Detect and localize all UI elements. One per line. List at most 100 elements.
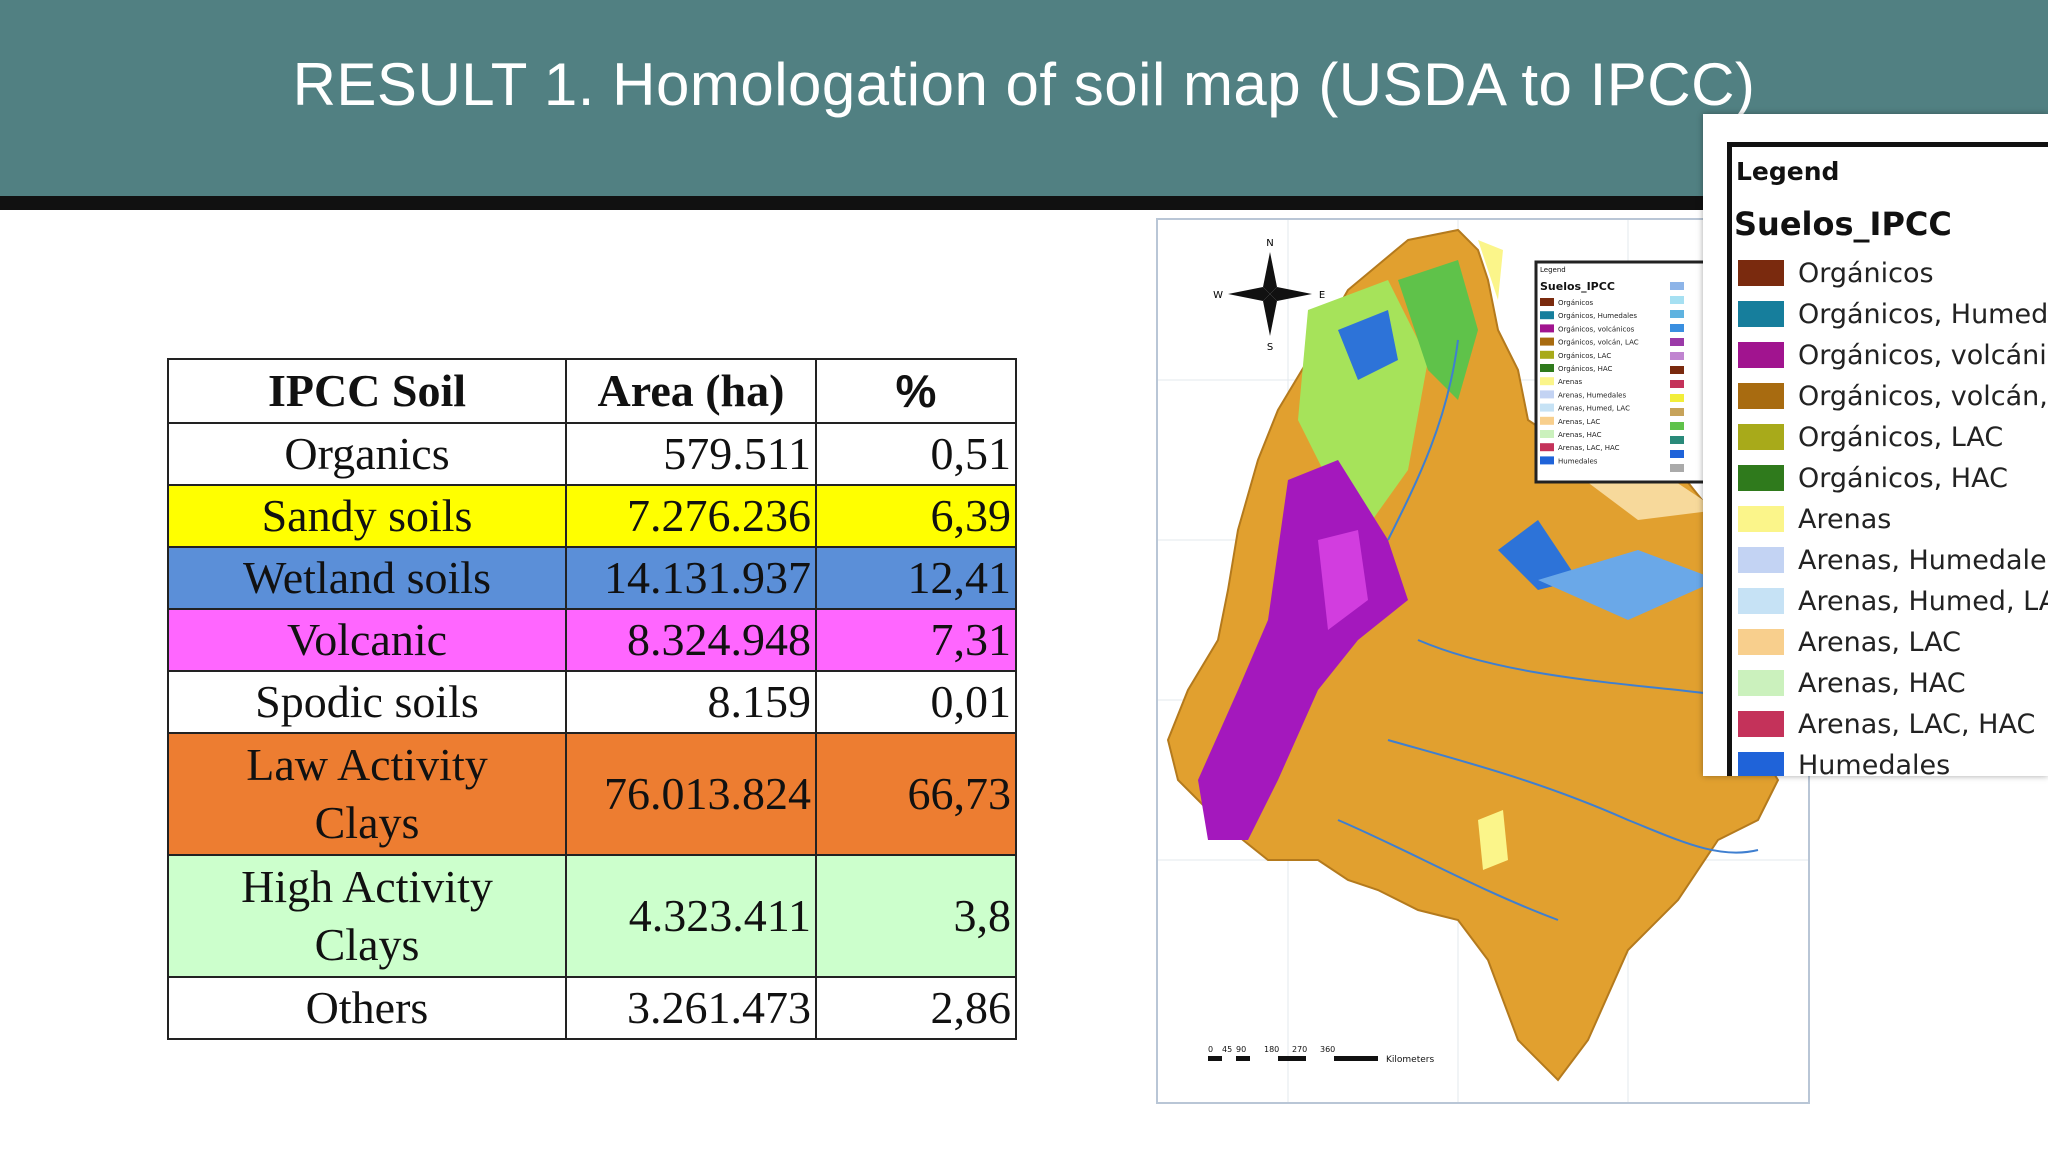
legend-swatch — [1738, 301, 1784, 327]
legend-caption: Legend — [1736, 157, 1840, 186]
legend-item: Orgánicos, LAC — [1738, 421, 2004, 453]
soil-name-cell: Spodic soils — [167, 670, 567, 734]
mini-legend-swatch — [1670, 296, 1684, 304]
mini-legend-caption: Legend — [1540, 266, 1566, 274]
legend-label: Arenas, Humedales — [1798, 544, 2048, 576]
wetland-zone — [1498, 520, 1578, 590]
wetland-zone — [1338, 310, 1398, 380]
mini-legend-swatch — [1670, 436, 1684, 444]
mini-legend-swatch — [1540, 350, 1554, 359]
area-cell: 76.013.824 — [565, 732, 817, 856]
soil-name-line: High Activity — [241, 861, 493, 912]
mini-legend-swatch — [1670, 422, 1684, 430]
legend-item: Orgánicos, volcán, L — [1738, 381, 2048, 412]
wetland-zone — [1538, 550, 1718, 620]
mini-legend-swatch — [1540, 456, 1554, 465]
soil-name-cell: Wetland soils — [167, 546, 567, 610]
mini-legend-swatch — [1670, 380, 1684, 388]
area-cell: 3.261.473 — [565, 976, 817, 1040]
percent-cell: 12,41 — [815, 546, 1017, 610]
legend-item: Arenas, HAC — [1738, 667, 1966, 699]
svg-text:S: S — [1267, 342, 1273, 353]
mini-legend-label: Orgánicos, HAC — [1558, 365, 1613, 373]
mini-legend-swatch — [1670, 464, 1684, 472]
legend-label: Arenas — [1798, 503, 1892, 535]
legend-swatch — [1738, 670, 1784, 696]
mini-legend-label: Arenas — [1558, 378, 1583, 386]
arenas-zone — [1478, 810, 1508, 870]
soil-name-cell: Others — [167, 976, 567, 1040]
percent-cell: 6,39 — [815, 484, 1017, 548]
svg-text:N: N — [1266, 238, 1273, 249]
legend-label: Orgánicos, Humedal — [1798, 298, 2048, 330]
legend-frame: Legend Suelos_IPCC Orgánicos Orgánicos, H… — [1727, 142, 2048, 776]
header-percent: % — [815, 358, 1017, 424]
legend-swatch — [1738, 342, 1784, 368]
legend-label: Orgánicos — [1798, 257, 1934, 289]
mini-legend-label: Arenas, LAC, HAC — [1558, 444, 1620, 452]
table-row: Sandy soils 7.276.236 6,39 — [167, 484, 1017, 548]
legend-swatch — [1738, 260, 1784, 286]
mini-legend-swatch — [1540, 298, 1554, 306]
mini-legend-swatch — [1670, 282, 1684, 290]
mini-legend-swatch — [1670, 366, 1684, 374]
soil-name-cell: Volcanic — [167, 608, 567, 672]
legend-item: Arenas, Humedales — [1738, 544, 2048, 576]
area-cell: 8.324.948 — [565, 608, 817, 672]
area-cell: 7.276.236 — [565, 484, 817, 548]
mini-legend-swatch — [1540, 443, 1554, 452]
percent-cell: 3,8 — [815, 854, 1017, 978]
mini-legend-swatch — [1540, 364, 1554, 372]
header-area: Area (ha) — [565, 358, 817, 424]
legend-swatch — [1738, 383, 1784, 409]
scale-tick-label: 45 — [1222, 1045, 1232, 1054]
legend-swatch — [1738, 588, 1784, 614]
area-cell: 8.159 — [565, 670, 817, 734]
mini-legend-label: Orgánicos — [1558, 299, 1594, 307]
header-ipcc-soil: IPCC Soil — [167, 358, 567, 424]
soil-name-cell: Organics — [167, 422, 567, 486]
percent-cell: 0,51 — [815, 422, 1017, 486]
legend-item: Arenas, LAC, HAC — [1738, 709, 2035, 740]
table-row: Wetland soils 14.131.937 12,41 — [167, 546, 1017, 610]
soil-name-line: Clays — [314, 797, 420, 848]
scale-tick-label: 0 — [1208, 1045, 1213, 1054]
soil-name-cell: Law Activity Clays — [167, 732, 567, 856]
scale-tick-label: 360 — [1320, 1045, 1335, 1054]
mini-legend-swatch — [1540, 416, 1554, 425]
scale-tick-label: 180 — [1264, 1045, 1279, 1054]
table-row: Spodic soils 8.159 0,01 — [167, 670, 1017, 734]
mini-legend-swatch — [1540, 324, 1554, 333]
legend-item: Arenas, Humed, LAC — [1738, 586, 2048, 617]
percent-cell: 0,01 — [815, 670, 1017, 734]
legend-label: Orgánicos, volcánico — [1798, 339, 2048, 371]
table-row: Law Activity Clays 76.013.824 66,73 — [167, 732, 1017, 856]
scale-tick-label: 270 — [1292, 1045, 1307, 1054]
percent-cell: 66,73 — [815, 732, 1017, 856]
legend-item: Orgánicos, volcánico — [1738, 339, 2048, 371]
legend-label: Orgánicos, LAC — [1798, 421, 2004, 453]
mini-legend-title: Suelos_IPCC — [1540, 280, 1615, 293]
title-bar-divider — [0, 196, 2048, 210]
legend-callout: Legend Suelos_IPCC Orgánicos Orgánicos, H… — [1703, 114, 2048, 776]
mini-legend-swatch — [1540, 403, 1554, 412]
svg-text:E: E — [1319, 290, 1325, 301]
legend-item: Humedales — [1738, 750, 1950, 776]
legend-label: Arenas, HAC — [1798, 667, 1966, 699]
mini-legend-label: Orgánicos, volcán, LAC — [1558, 339, 1639, 347]
mini-legend-swatch — [1670, 324, 1684, 332]
mini-legend-label: Arenas, Humedales — [1558, 391, 1626, 399]
table-header-row: IPCC Soil Area (ha) % — [167, 358, 1017, 424]
mini-legend-label: Orgánicos, volcánicos — [1558, 325, 1635, 333]
legend-title: Suelos_IPCC — [1734, 205, 1952, 243]
table-row: Volcanic 8.324.948 7,31 — [167, 608, 1017, 672]
mini-legend-swatch — [1540, 430, 1554, 438]
arenas-zone — [1478, 240, 1503, 300]
scale-tick-label: 90 — [1236, 1045, 1246, 1054]
mini-legend-swatch — [1670, 338, 1684, 346]
legend-label: Humedales — [1798, 749, 1951, 777]
legend-swatch — [1738, 711, 1784, 737]
north-arrow-icon: N W E S — [1213, 238, 1325, 353]
legend-item: Orgánicos — [1738, 257, 1934, 289]
legend-swatch — [1738, 424, 1784, 450]
